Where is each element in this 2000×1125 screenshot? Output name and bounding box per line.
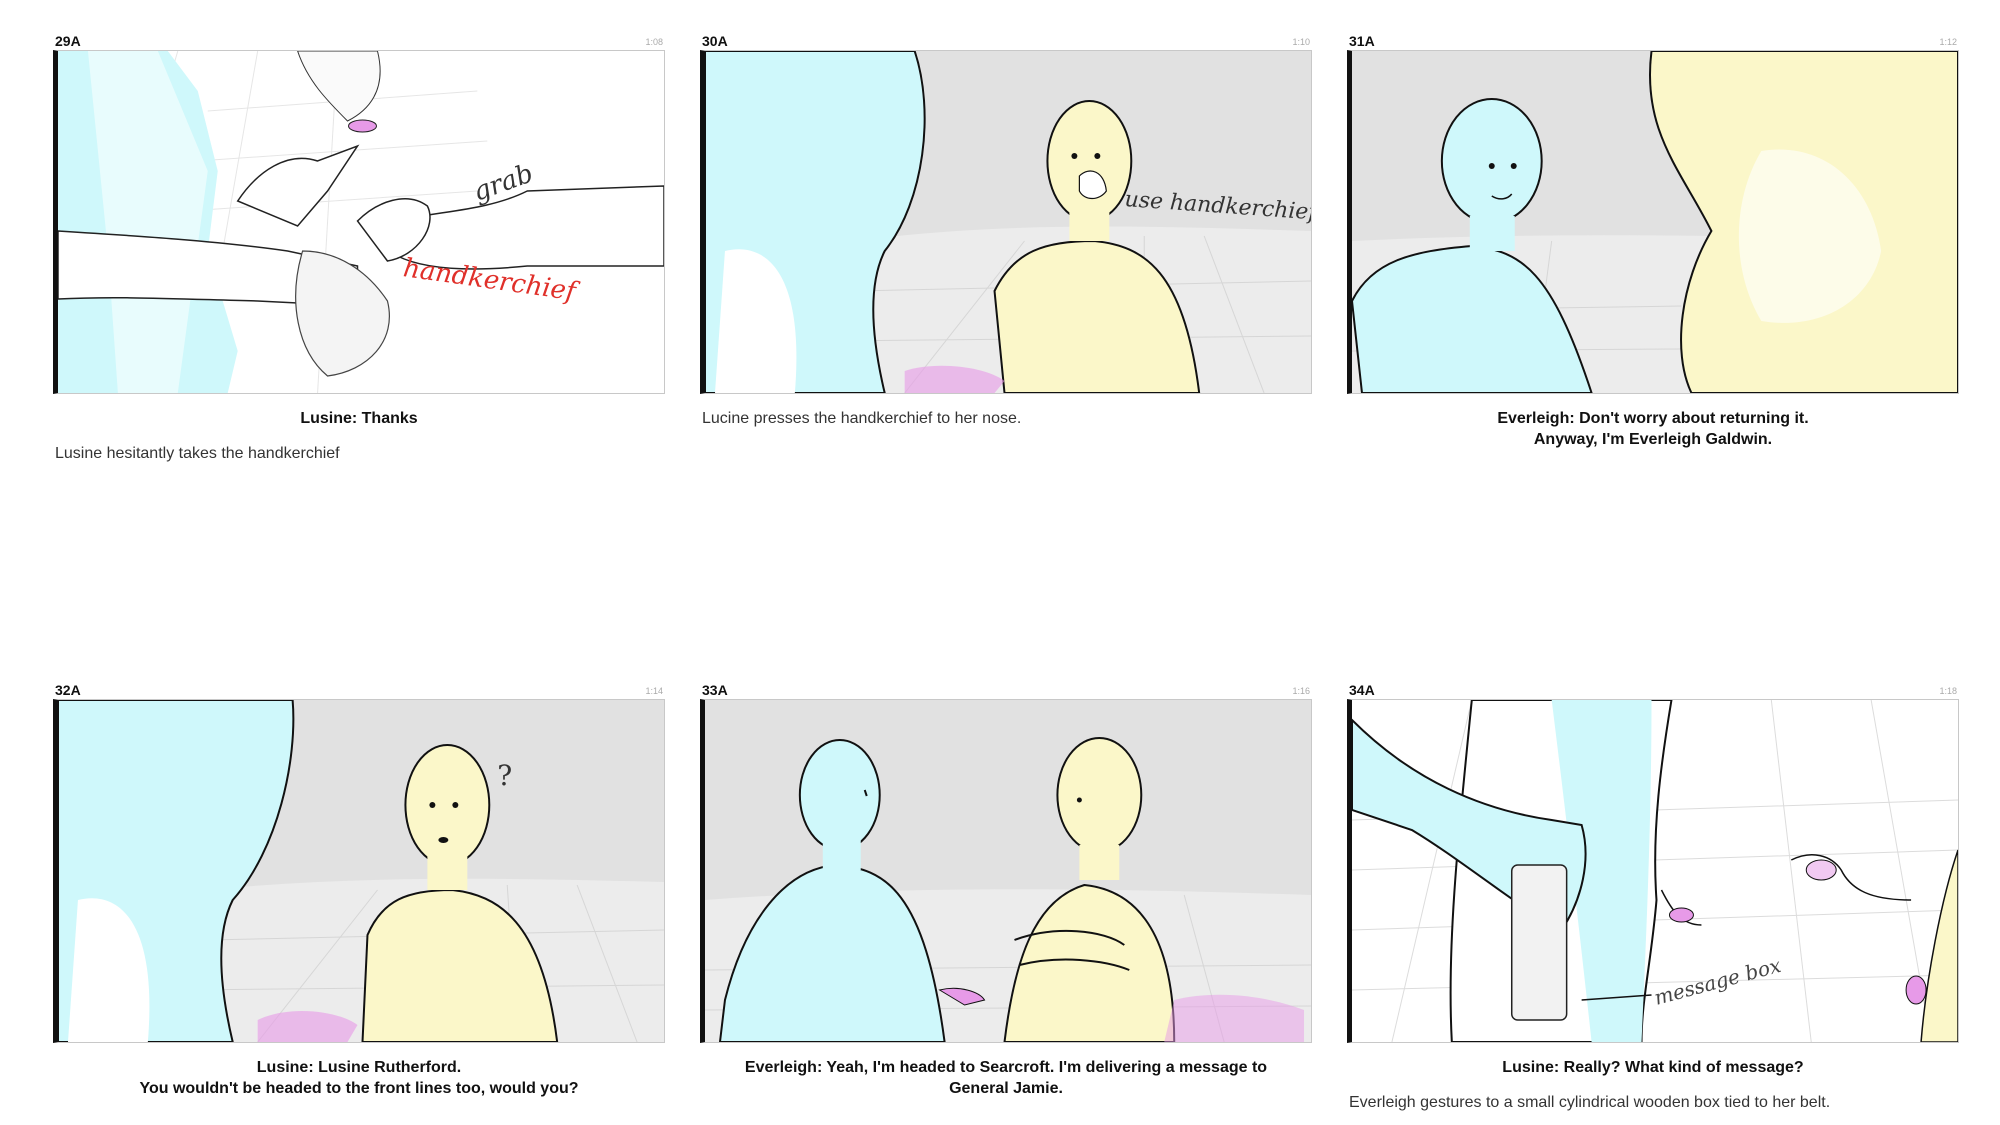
panel-header: 34A 1:18 — [1347, 681, 1959, 699]
storyboard-panel-31A: 31A 1:12 Everleigh: Don't worry about re… — [1347, 32, 1959, 450]
timecode: 1:14 — [645, 686, 663, 696]
panel-frame[interactable]: message box — [1347, 699, 1959, 1043]
shot-number: 33A — [702, 682, 728, 698]
storyboard-panel-29A: 29A 1:08 grab handkerchief Lusine: Thank… — [53, 32, 665, 464]
panel-frame[interactable]: use handkerchief — [700, 50, 1312, 394]
panel-header: 32A 1:14 — [53, 681, 665, 699]
panel-header: 29A 1:08 — [53, 32, 665, 50]
sketch-lusine-questioning: ? — [58, 700, 664, 1042]
action-description: Lucine presses the handkerchief to her n… — [702, 410, 1022, 427]
storyboard-panel-33A: 33A 1:16 Everleigh: Yeah, I'm headed to … — [700, 681, 1312, 1099]
sketch-figure-handkerchief-nose: use handkerchief — [705, 51, 1311, 393]
panel-frame[interactable]: ? — [53, 699, 665, 1043]
sketch-everleigh-smiling — [1352, 51, 1958, 393]
shot-number: 31A — [1349, 33, 1375, 49]
panel-frame[interactable]: grab handkerchief — [53, 50, 665, 394]
dialogue-line: Lusine: Lusine Rutherford. You wouldn't … — [139, 1059, 579, 1097]
panel-header: 33A 1:16 — [700, 681, 1312, 699]
storyboard-panel-30A: 30A 1:10 use handkerchief Lucine presses… — [700, 32, 1312, 429]
dialogue-line: Everleigh: Don't worry about returning i… — [1497, 410, 1809, 448]
sketch-note-question-mark: ? — [497, 759, 512, 792]
panel-frame[interactable] — [700, 699, 1312, 1043]
timecode: 1:12 — [1939, 37, 1957, 47]
timecode: 1:18 — [1939, 686, 1957, 696]
action-description: Everleigh gestures to a small cylindrica… — [1349, 1094, 1831, 1111]
dialogue-line: Lusine: Thanks — [300, 410, 418, 427]
dialogue-line: Lusine: Really? What kind of message? — [1502, 1059, 1804, 1076]
panel-header: 30A 1:10 — [700, 32, 1312, 50]
shot-number: 34A — [1349, 682, 1375, 698]
timecode: 1:16 — [1292, 686, 1310, 696]
shot-number: 29A — [55, 33, 81, 49]
sketch-two-figures-talking — [705, 700, 1311, 1042]
dialogue-line: Everleigh: Yeah, I'm headed to Searcroft… — [744, 1059, 1268, 1097]
sketch-hands-exchange: grab handkerchief — [58, 51, 664, 393]
timecode: 1:08 — [645, 37, 663, 47]
storyboard-panel-32A: 32A 1:14 ? Lusine: Lusine Rutherford. Yo… — [53, 681, 665, 1099]
shot-number: 32A — [55, 682, 81, 698]
action-description: Lusine hesitantly takes the handkerchief — [55, 445, 340, 462]
timecode: 1:10 — [1292, 37, 1310, 47]
panel-frame[interactable] — [1347, 50, 1959, 394]
panel-header: 31A 1:12 — [1347, 32, 1959, 50]
storyboard-panel-34A: 34A 1:18 message box Lusine: Really — [1347, 681, 1959, 1113]
shot-number: 30A — [702, 33, 728, 49]
sketch-belt-message-box: message box — [1352, 700, 1958, 1042]
